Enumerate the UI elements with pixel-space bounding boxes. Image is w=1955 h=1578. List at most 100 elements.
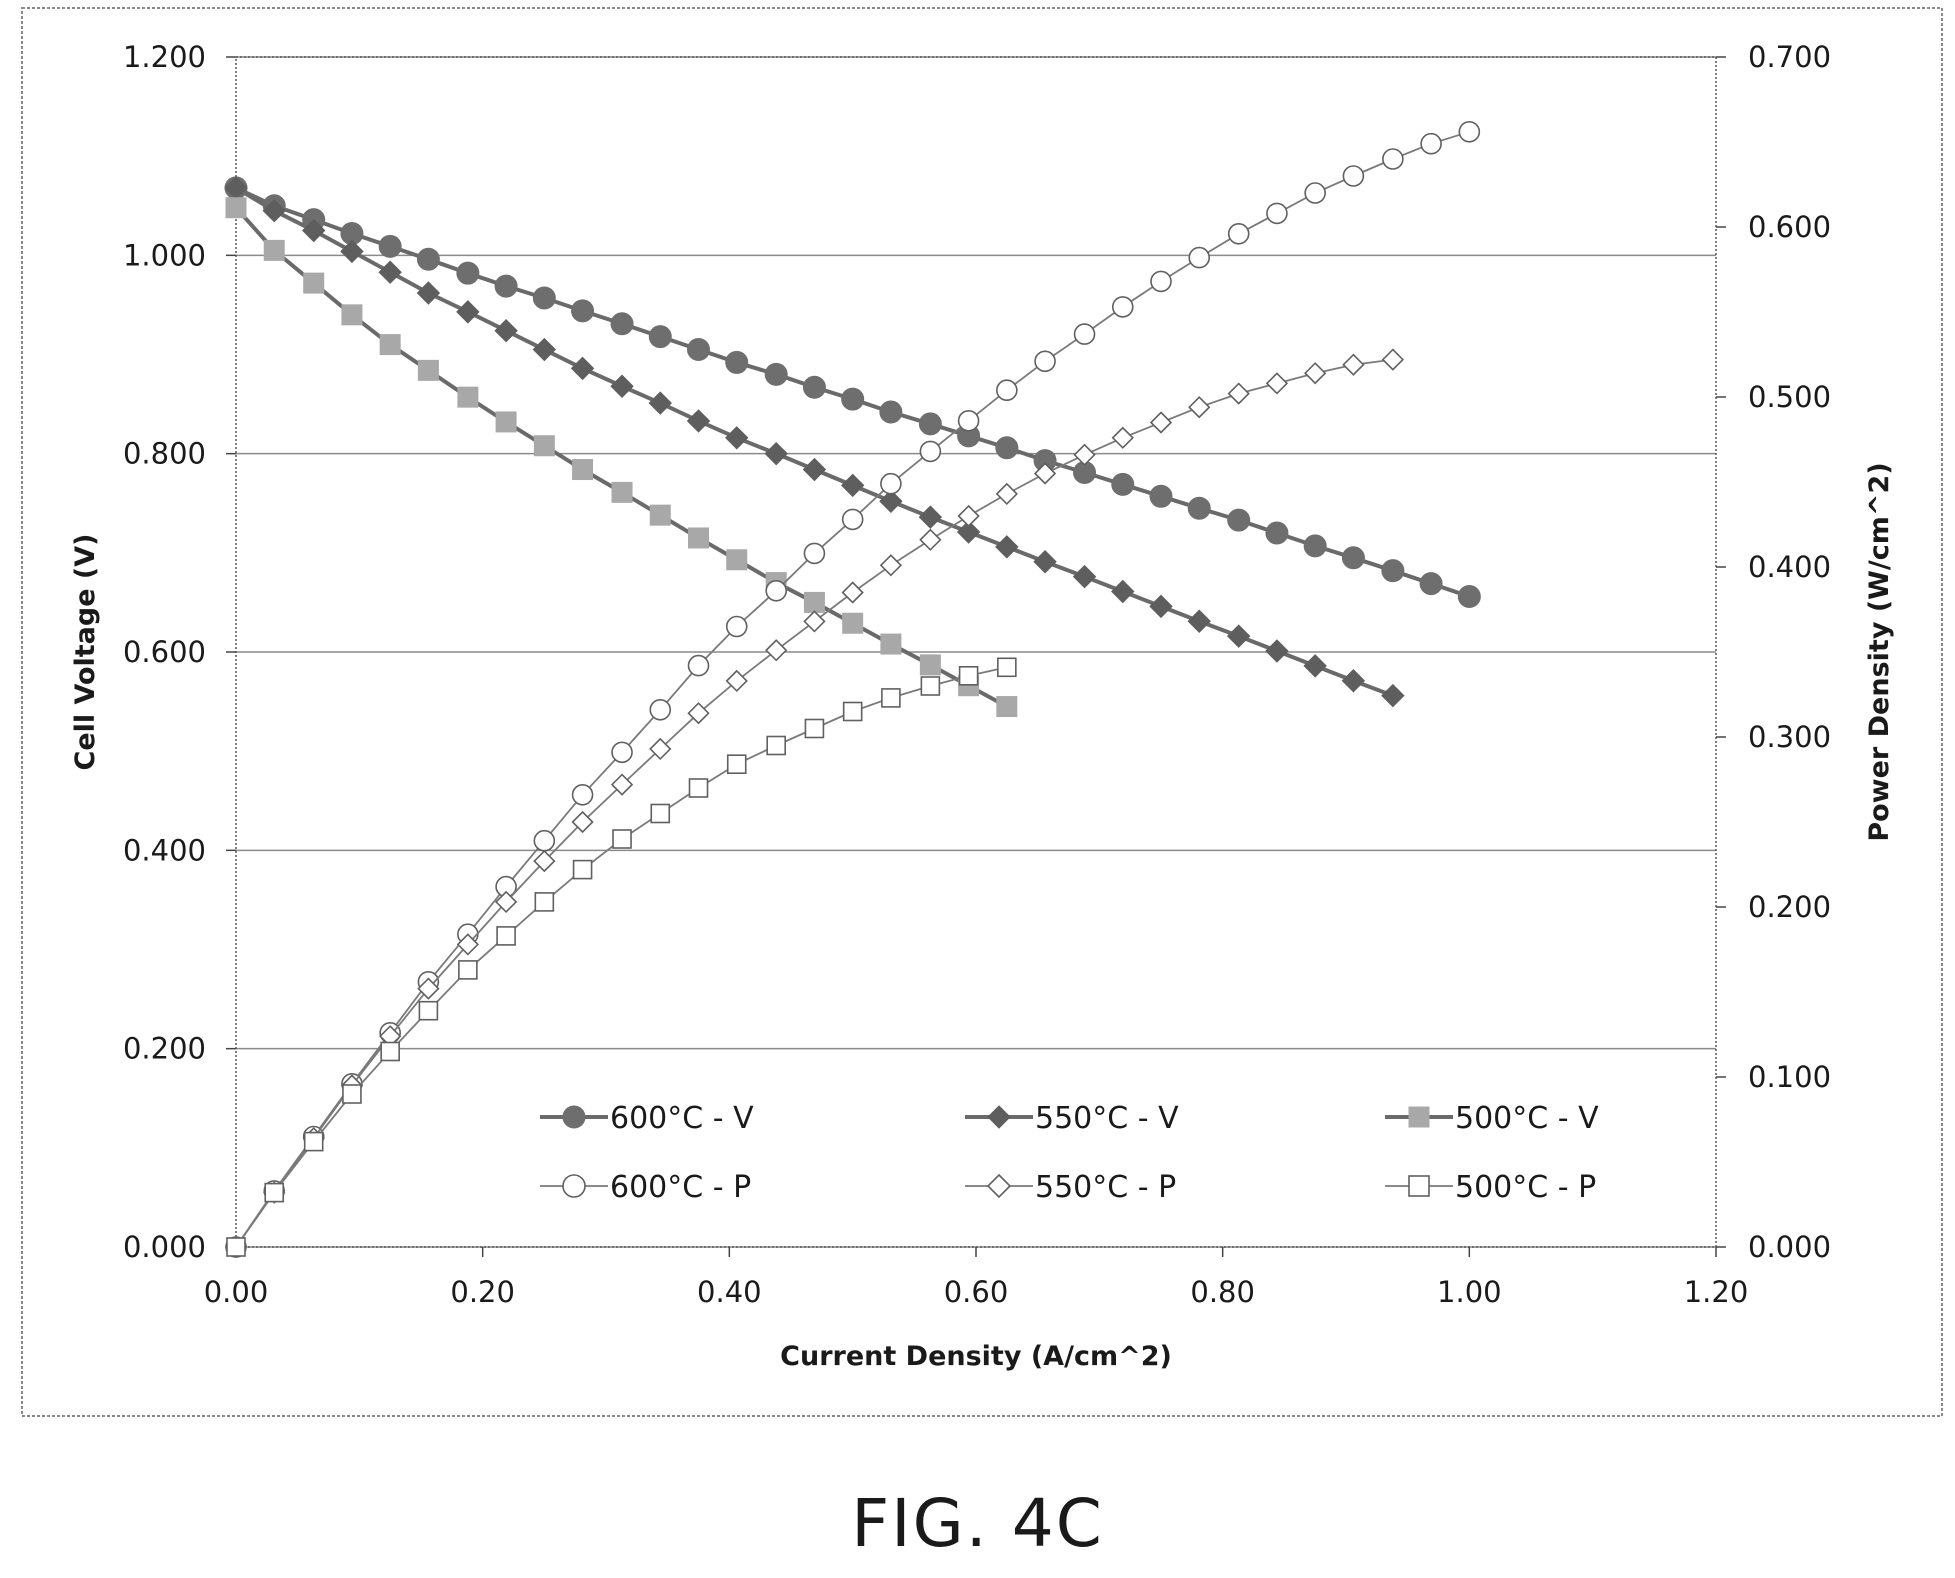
chart-frame xyxy=(21,7,1943,1417)
data-point xyxy=(879,489,903,513)
legend-marker xyxy=(1408,1106,1430,1128)
y-tick-label: 0.400 xyxy=(123,833,206,867)
legend-marker xyxy=(562,1174,586,1198)
data-point xyxy=(571,299,595,323)
y2-tick-label: 0.500 xyxy=(1748,380,1831,414)
data-point xyxy=(919,440,942,463)
data-point xyxy=(1227,382,1250,405)
legend: 600°C - V 550°C - V 500°C - V 600°C - P 550°… xyxy=(540,1101,1599,1205)
x-tick-label: 0.80 xyxy=(1190,1275,1255,1309)
data-point xyxy=(1381,559,1405,583)
data-point xyxy=(610,312,634,336)
data-point xyxy=(610,374,634,398)
figure-caption: FIG. 4C xyxy=(851,1485,1104,1562)
y2-tick-label: 0.600 xyxy=(1748,210,1831,244)
data-point xyxy=(725,426,749,450)
data-point xyxy=(687,702,710,725)
data-point xyxy=(533,435,555,457)
data-point xyxy=(532,286,556,310)
data-point xyxy=(303,272,325,294)
data-point xyxy=(1382,148,1404,170)
data-point xyxy=(341,304,363,326)
data-point xyxy=(570,356,595,381)
data-point xyxy=(764,362,788,386)
legend-item: 600°C - V xyxy=(540,1101,754,1136)
data-point xyxy=(648,325,672,349)
data-point xyxy=(571,810,594,834)
y-tick-label: 0.200 xyxy=(123,1032,206,1066)
y-tick-label: 1.200 xyxy=(123,40,206,74)
legend-label: 600°C - V xyxy=(610,1101,754,1136)
data-point xyxy=(1111,426,1134,449)
legend-label: 550°C - V xyxy=(1035,1101,1179,1136)
legend-label: 500°C - P xyxy=(1455,1170,1596,1205)
legend-marker xyxy=(986,1173,1012,1199)
data-point xyxy=(494,890,518,914)
chart: 0.0000.2000.4000.6000.8001.0001.2000.000… xyxy=(21,7,1943,1417)
data-point xyxy=(225,197,247,219)
data-point xyxy=(1303,534,1327,558)
data-point xyxy=(995,436,1019,460)
data-point xyxy=(650,803,671,824)
data-point xyxy=(881,688,901,708)
data-point xyxy=(456,261,480,285)
legend-label: 600°C - P xyxy=(610,1170,751,1205)
data-point xyxy=(1073,443,1096,466)
legend-item: 500°C - V xyxy=(1385,1101,1599,1136)
data-point xyxy=(766,735,787,756)
data-point xyxy=(379,334,401,356)
data-point xyxy=(841,508,864,531)
data-point xyxy=(572,859,593,880)
data-point xyxy=(725,350,749,374)
data-point xyxy=(378,234,402,258)
data-point xyxy=(1111,296,1134,318)
data-point xyxy=(1304,182,1326,204)
data-point xyxy=(1033,462,1057,485)
x-axis-title: Current Density (A/cm^2) xyxy=(780,1341,1172,1372)
data-point xyxy=(1034,350,1056,373)
data-point xyxy=(918,505,943,529)
data-point xyxy=(879,554,903,577)
data-point xyxy=(457,386,479,408)
data-point xyxy=(342,1084,362,1104)
data-point xyxy=(1149,594,1173,619)
data-point xyxy=(1303,654,1327,678)
legend-label: 550°C - P xyxy=(1035,1170,1176,1205)
data-point xyxy=(1266,202,1288,225)
data-point xyxy=(956,520,981,544)
data-point xyxy=(264,1182,285,1203)
legend-marker xyxy=(562,1105,586,1129)
x-tick-label: 0.40 xyxy=(697,1275,762,1309)
series-3 xyxy=(225,197,1018,718)
data-point xyxy=(841,581,864,604)
legend-item: 550°C - P xyxy=(965,1170,1176,1205)
data-point xyxy=(996,696,1018,718)
data-point xyxy=(1342,165,1365,187)
data-point xyxy=(571,783,594,806)
series-2 xyxy=(224,176,1405,708)
data-point xyxy=(1341,669,1366,693)
data-point xyxy=(262,199,286,223)
data-point xyxy=(494,274,518,298)
data-point xyxy=(957,409,980,432)
data-point xyxy=(533,849,556,873)
data-point xyxy=(765,579,788,602)
y-tick-label: 1.000 xyxy=(123,238,206,272)
data-point xyxy=(380,1041,400,1062)
data-point xyxy=(456,933,479,956)
data-point xyxy=(1073,323,1096,345)
data-point xyxy=(1188,246,1211,269)
data-point xyxy=(995,535,1019,559)
data-point xyxy=(803,542,826,565)
axes: 0.0000.2000.4000.6000.8001.0001.2000.000… xyxy=(123,40,1831,1309)
legend-item: 600°C - P xyxy=(540,1170,751,1205)
data-point xyxy=(1227,508,1251,532)
data-point xyxy=(532,337,557,362)
data-point xyxy=(842,612,864,634)
data-point xyxy=(957,504,980,528)
x-tick-label: 1.20 xyxy=(1684,1275,1749,1309)
data-point xyxy=(687,654,710,677)
data-point xyxy=(1457,584,1481,608)
data-point xyxy=(649,698,672,721)
data-point xyxy=(764,441,788,466)
